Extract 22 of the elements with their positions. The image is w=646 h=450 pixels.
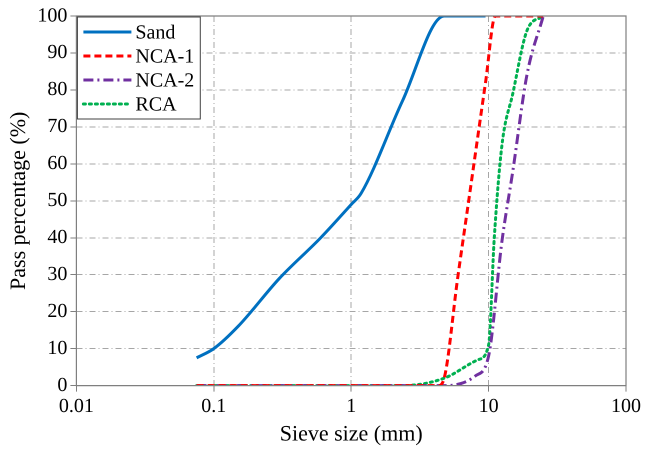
legend-label: Sand [135, 21, 176, 44]
y-tick-label: 80 [47, 78, 68, 100]
y-tick-label: 40 [47, 226, 68, 248]
legend-label: NCA-1 [135, 45, 194, 68]
y-tick-label: 60 [47, 152, 68, 174]
y-tick-label: 70 [47, 115, 68, 138]
y-tick-label: 10 [47, 336, 68, 359]
y-tick-label: 50 [47, 189, 68, 212]
x-tick-label: 1 [346, 394, 356, 417]
y-tick-label: 100 [37, 4, 68, 26]
x-axis-title: Sieve size (mm) [280, 420, 423, 446]
legend-label: RCA [135, 93, 178, 116]
x-tick-label: 10 [478, 394, 499, 417]
y-tick-label: 20 [47, 300, 68, 322]
x-tick-label: 0.1 [201, 394, 226, 417]
legend-label: NCA-2 [135, 69, 194, 92]
y-tick-label: 0 [57, 374, 68, 396]
x-tick-label: 100 [611, 394, 641, 417]
y-tick-label: 90 [47, 41, 68, 64]
x-tick-label: 0.01 [58, 394, 94, 417]
y-tick-label: 30 [47, 262, 68, 285]
y-axis-title: Pass percentage (%) [4, 112, 30, 290]
